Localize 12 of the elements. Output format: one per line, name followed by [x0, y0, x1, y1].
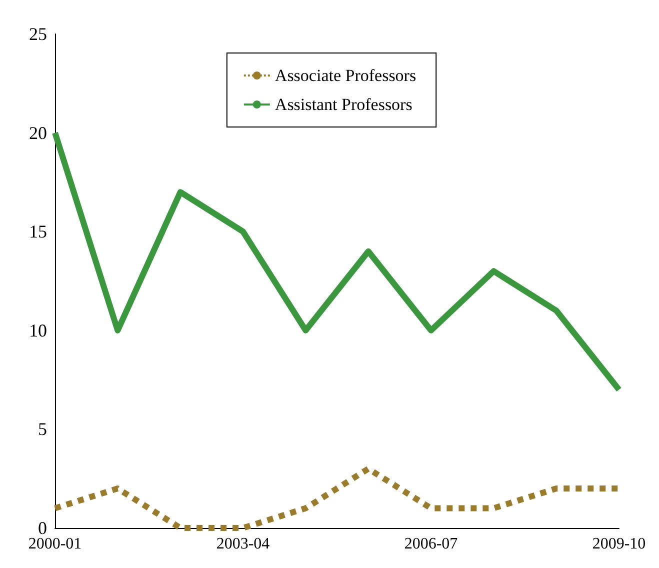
x-tick-label: 2009-10: [592, 536, 646, 552]
x-tick-label: 2000-01: [28, 536, 82, 552]
x-tick-label: 2006-07: [404, 536, 458, 552]
y-tick-label: 25: [29, 24, 47, 44]
legend-label: Associate Professors: [274, 66, 416, 85]
x-tick-label: 2003-04: [216, 536, 270, 552]
y-tick-label: 15: [29, 222, 47, 242]
legend-label: Assistant Professors: [274, 95, 412, 114]
y-tick-label: 0: [38, 518, 47, 538]
y-tick-label: 20: [29, 122, 47, 143]
y-tick-label: 10: [29, 320, 47, 340]
y-tick-label: 5: [38, 419, 47, 440]
